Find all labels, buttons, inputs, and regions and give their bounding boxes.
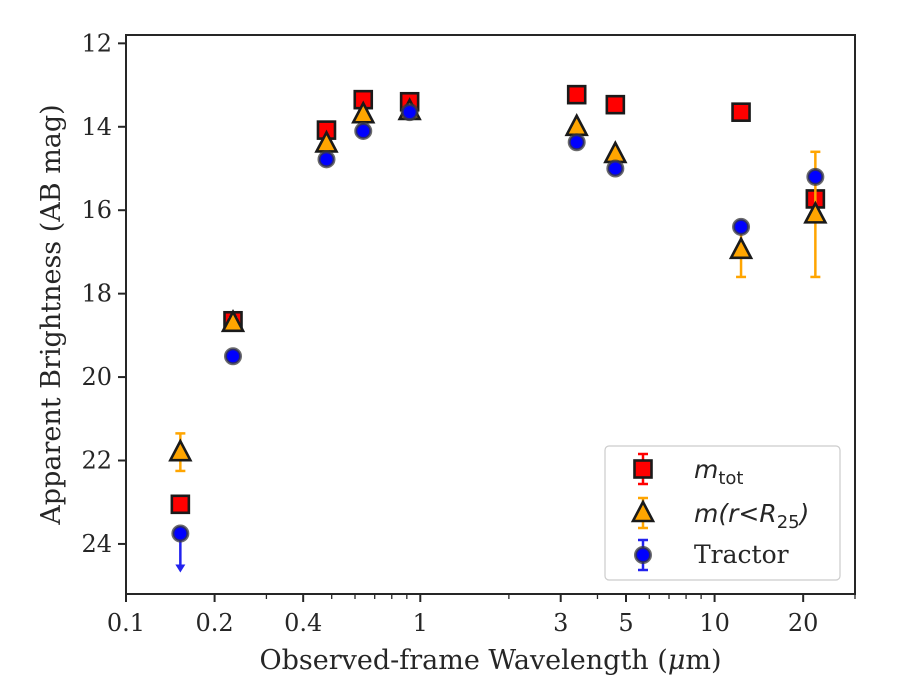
data-point-square-0	[170, 494, 191, 515]
marker-circle	[400, 103, 419, 122]
y-tick-label: 18	[81, 280, 112, 308]
x-tick-label: 3	[553, 609, 568, 637]
marker-circle	[224, 347, 243, 366]
data-point-circle-7	[732, 217, 751, 236]
data-points	[168, 84, 828, 573]
data-point-square-6	[605, 94, 626, 115]
legend-label-mtot: mtot	[694, 455, 744, 489]
data-point-circle-4	[400, 103, 419, 122]
x-tick-label: 20	[788, 609, 819, 637]
data-point-circle-2	[317, 150, 336, 169]
upper-limit-arrow-head	[175, 564, 186, 573]
y-tick-label: 12	[81, 29, 112, 57]
x-tick-label: 10	[699, 609, 730, 637]
legend-label-mr25-sub: 25	[777, 512, 800, 533]
legend-label-mtot-sub: tot	[718, 468, 743, 489]
data-point-triangle-5	[564, 112, 589, 137]
x-tick-label: 0.4	[284, 609, 322, 637]
x-axis-label-suffix: m)	[685, 645, 721, 676]
x-axis-label-prefix: Observed-frame Wavelength (	[259, 645, 667, 676]
marker-circle	[606, 159, 625, 178]
data-point-triangle-6	[603, 140, 628, 164]
y-tick-label: 20	[81, 363, 112, 391]
legend-label-mtot-var: m	[694, 455, 718, 484]
y-tick-label: 24	[81, 530, 112, 558]
legend-label-mr25: m(r<R25)	[694, 499, 809, 533]
marker-circle	[317, 150, 336, 169]
marker-circle	[354, 121, 373, 140]
data-point-triangle-1	[220, 309, 246, 333]
marker-square	[170, 494, 191, 515]
marker-triangle	[803, 200, 828, 224]
legend-label-mr25-var: m(r<R	[694, 499, 777, 528]
legend-markers	[630, 452, 656, 572]
data-point-circle-6	[606, 159, 625, 178]
marker-circle	[567, 133, 586, 152]
data-point-circle-1	[224, 347, 243, 366]
marker-triangle	[168, 438, 193, 462]
marker-circle	[806, 167, 825, 186]
x-tick-label: 1	[413, 609, 428, 637]
marker-square	[605, 94, 626, 115]
legend-marker-shape	[634, 546, 652, 564]
legend-marker-circle	[634, 538, 652, 572]
plot-frame	[125, 34, 856, 595]
x-tick-label: 0.2	[196, 609, 234, 637]
legend-marker-triangle	[630, 496, 656, 530]
legend: mtot m(r<R25) Tractor	[604, 445, 841, 581]
legend-box	[604, 445, 841, 581]
marker-circle	[732, 217, 751, 236]
marker-triangle	[564, 112, 589, 137]
data-point-triangle-0	[168, 432, 193, 473]
y-tick-label: 22	[81, 447, 112, 475]
legend-label-mr25-close: )	[798, 499, 810, 528]
data-point-circle-3	[354, 121, 373, 140]
data-point-circle-0	[171, 524, 190, 573]
marker-circle	[171, 524, 190, 543]
x-axis-label: Observed-frame Wavelength (μm)	[259, 645, 721, 676]
y-axis-label: Apparent Brightness (AB mag)	[36, 104, 67, 525]
legend-marker-shape	[633, 459, 653, 479]
marker-triangle	[220, 309, 246, 333]
x-tick-label: 5	[618, 609, 633, 637]
marker-triangle	[728, 236, 754, 260]
y-tick-label: 14	[81, 113, 112, 141]
data-point-circle-8	[806, 167, 825, 186]
x-axis-label-mu: μ	[668, 645, 686, 676]
y-tick-label: 16	[81, 196, 112, 224]
legend-label-tractor: Tractor	[694, 540, 789, 569]
marker-square	[731, 102, 751, 122]
legend-marker-square	[633, 452, 653, 486]
data-point-circle-5	[567, 133, 586, 152]
data-point-square-5	[566, 84, 587, 105]
tick-labels: 0.1 0.2 0.4 1 3 5 10 20 12 14 16 18 20 22 24	[81, 29, 818, 637]
data-point-square-7	[731, 102, 751, 122]
marker-triangle	[603, 140, 628, 164]
legend-marker-shape	[630, 499, 656, 523]
marker-square	[566, 84, 587, 105]
x-tick-label: 0.1	[107, 609, 145, 637]
